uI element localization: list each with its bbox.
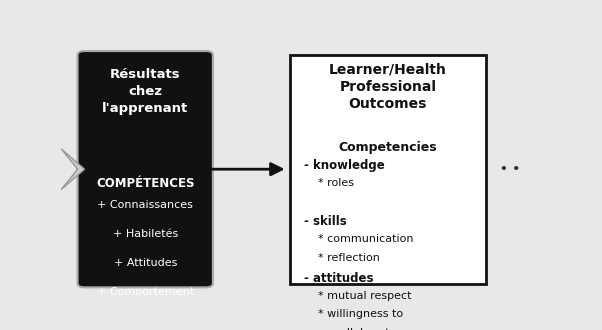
Text: * communication: * communication — [318, 234, 414, 244]
Text: + Attitudes: + Attitudes — [114, 258, 177, 268]
Text: * roles: * roles — [318, 178, 354, 188]
Text: - skills: - skills — [304, 215, 347, 228]
Text: + Connaissances: + Connaissances — [98, 200, 193, 210]
Text: - attitudes: - attitudes — [304, 272, 373, 285]
Text: Résultats
chez
l'apprenant: Résultats chez l'apprenant — [102, 68, 188, 115]
Text: * willingness to: * willingness to — [318, 310, 403, 319]
Text: - knowledge: - knowledge — [304, 159, 385, 172]
Text: + Habiletés: + Habiletés — [113, 229, 178, 239]
FancyBboxPatch shape — [290, 55, 486, 283]
Text: + Comportement: + Comportement — [97, 287, 194, 297]
Text: COMPÉTENCES: COMPÉTENCES — [96, 177, 194, 190]
Text: * reflection: * reflection — [318, 253, 380, 263]
Text: Learner/Health
Professional
Outcomes: Learner/Health Professional Outcomes — [329, 62, 447, 111]
Text: * mutual respect: * mutual respect — [318, 291, 411, 301]
Text: Competencies: Competencies — [338, 141, 437, 154]
Polygon shape — [61, 149, 84, 189]
Text: collaborate: collaborate — [334, 328, 397, 330]
FancyBboxPatch shape — [78, 51, 213, 287]
Text: • •: • • — [500, 163, 520, 176]
